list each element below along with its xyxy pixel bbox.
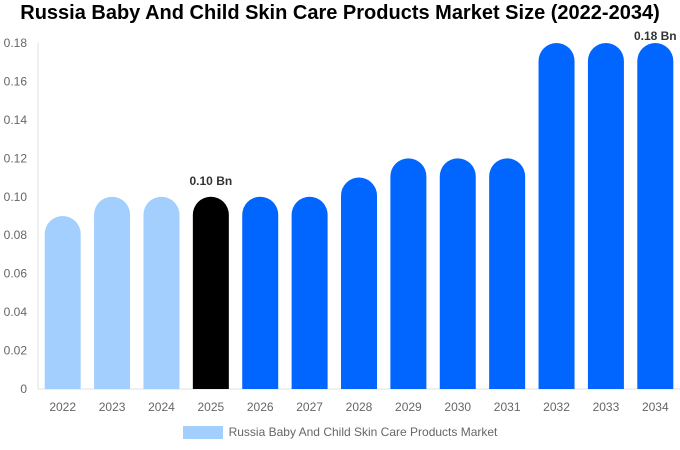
bar-2025 bbox=[192, 196, 229, 389]
bar-2026 bbox=[242, 196, 279, 389]
y-tick-label: 0.16 bbox=[4, 74, 28, 88]
bar-2024 bbox=[143, 196, 180, 389]
data-label-2025: 0.10 Bn bbox=[190, 174, 233, 188]
x-tick-label: 2034 bbox=[642, 400, 669, 414]
y-tick-label: 0.14 bbox=[4, 113, 28, 127]
x-tick-label: 2032 bbox=[543, 400, 570, 414]
chart-title: Russia Baby And Child Skin Care Products… bbox=[20, 2, 660, 24]
bar-2022 bbox=[44, 216, 81, 389]
x-tick-label: 2027 bbox=[296, 400, 323, 414]
x-tick-label: 2030 bbox=[444, 400, 471, 414]
bar-2033 bbox=[587, 43, 624, 389]
x-tick-label: 2026 bbox=[247, 400, 274, 414]
y-tick-label: 0.12 bbox=[4, 151, 28, 165]
bar-2029 bbox=[390, 158, 427, 389]
bar-2027 bbox=[291, 196, 328, 389]
y-tick-label: 0.02 bbox=[4, 344, 28, 358]
x-tick-label: 2022 bbox=[49, 400, 76, 414]
x-tick-label: 2031 bbox=[494, 400, 521, 414]
bar-2032 bbox=[538, 43, 575, 389]
x-tick-label: 2028 bbox=[346, 400, 373, 414]
bar-2034 bbox=[637, 43, 674, 389]
x-tick-label: 2029 bbox=[395, 400, 422, 414]
bar-2023 bbox=[94, 196, 131, 389]
legend: Russia Baby And Child Skin Care Products… bbox=[0, 425, 680, 439]
bar-2030 bbox=[439, 158, 476, 389]
y-tick-label: 0.08 bbox=[4, 228, 28, 242]
y-tick-label: 0.06 bbox=[4, 267, 28, 281]
bar-2028 bbox=[341, 177, 377, 389]
data-label-2034: 0.18 Bn bbox=[634, 29, 677, 43]
y-tick-label: 0.04 bbox=[4, 305, 28, 319]
legend-label: Russia Baby And Child Skin Care Products… bbox=[228, 425, 498, 439]
bar-2031 bbox=[489, 158, 526, 389]
x-tick-label: 2033 bbox=[593, 400, 620, 414]
y-tick-label: 0.18 bbox=[4, 36, 28, 50]
y-tick-label: 0.10 bbox=[4, 190, 28, 204]
x-tick-label: 2025 bbox=[197, 400, 224, 414]
legend-swatch bbox=[182, 425, 223, 439]
x-tick-label: 2023 bbox=[99, 400, 126, 414]
x-tick-label: 2024 bbox=[148, 400, 175, 414]
y-tick-label: 0 bbox=[20, 382, 27, 396]
